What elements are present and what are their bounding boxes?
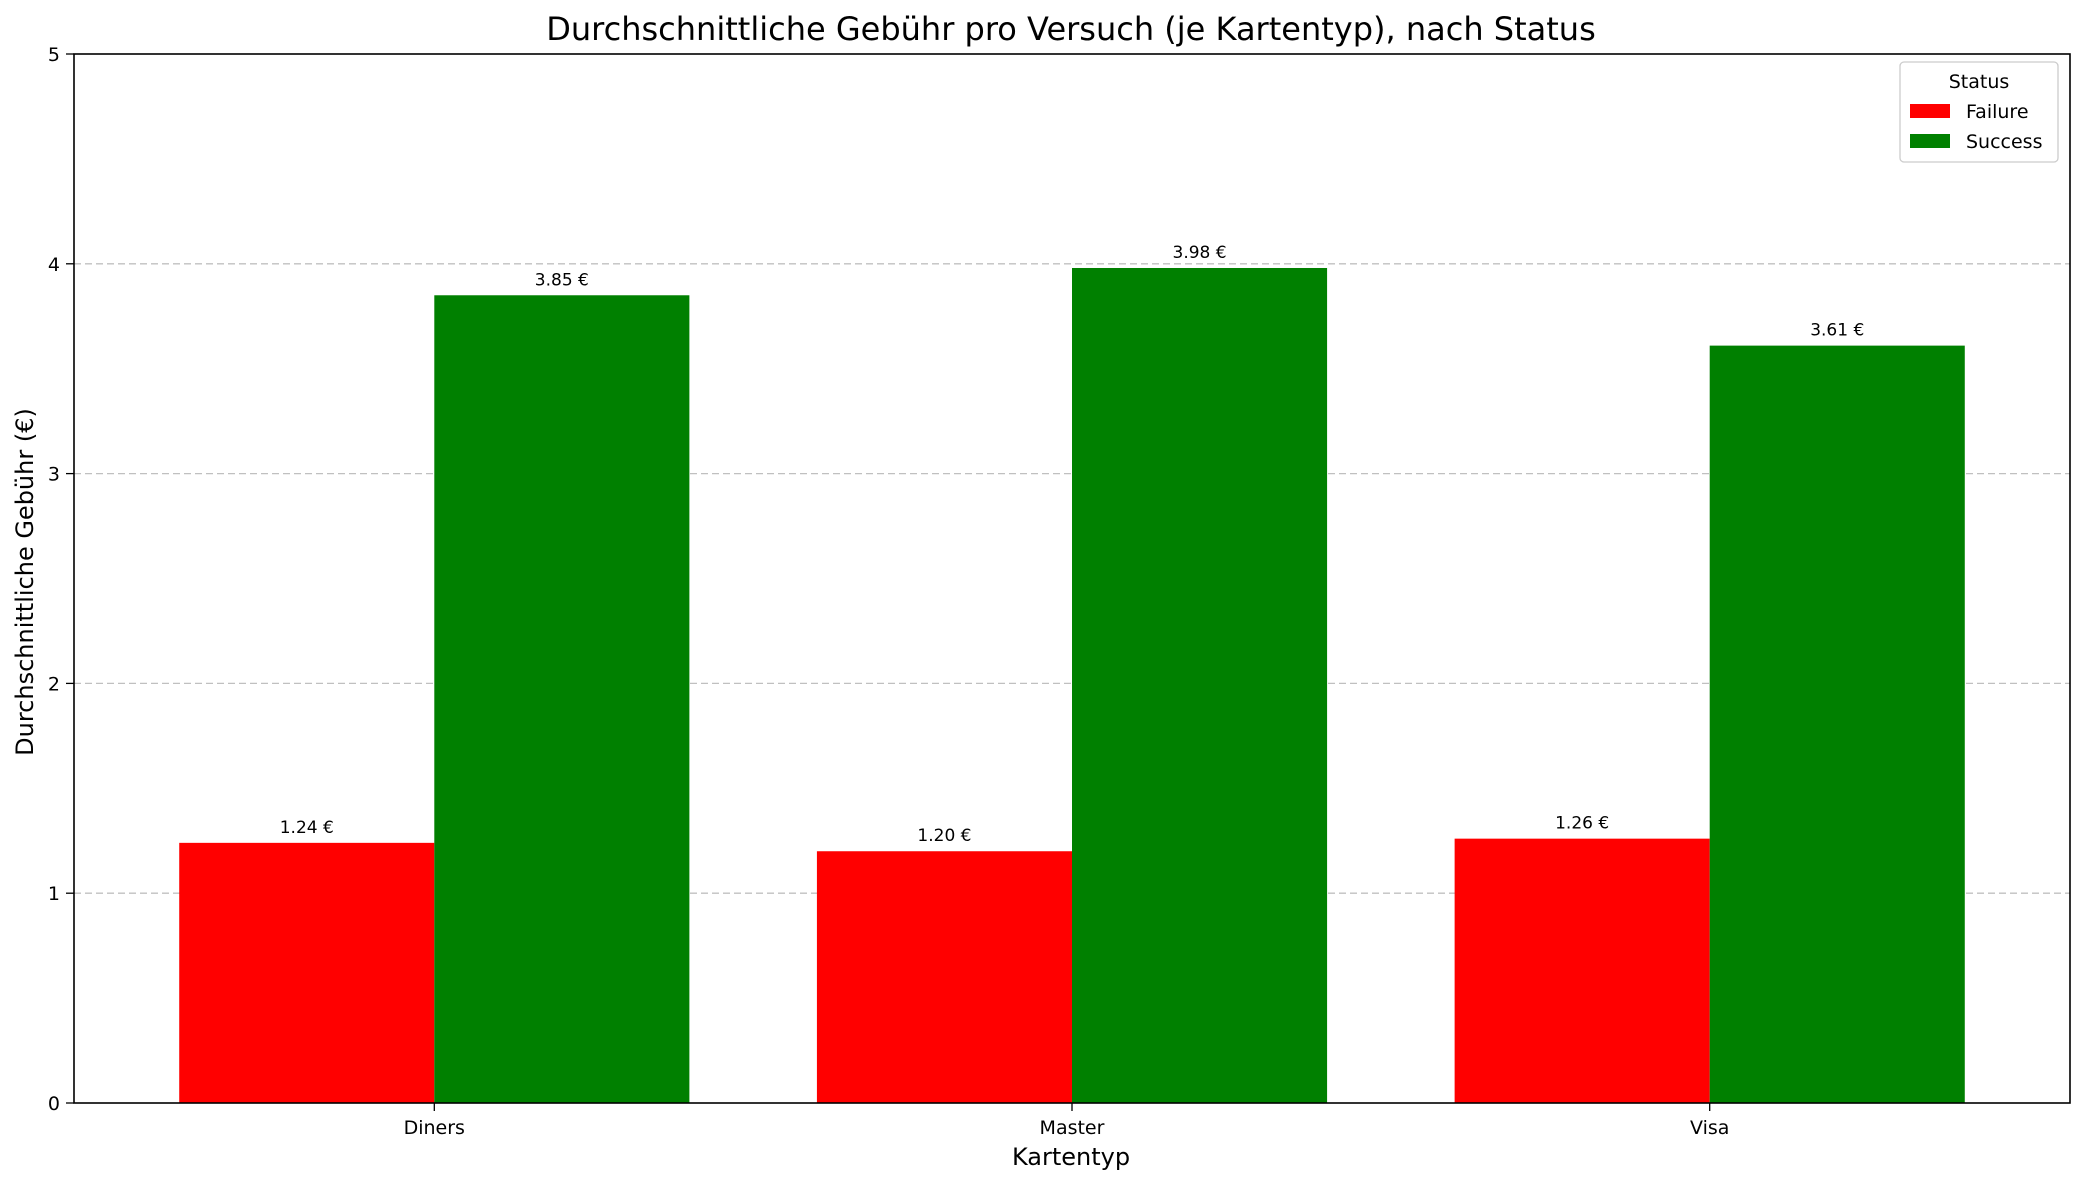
data-label: 1.26 € — [1555, 814, 1609, 834]
y-tick-label: 5 — [48, 44, 60, 66]
legend-swatch-failure — [1910, 104, 1950, 118]
y-tick-label: 1 — [48, 883, 60, 905]
x-axis: Diners Master Visa — [404, 1103, 1729, 1139]
data-label: 3.61 € — [1810, 321, 1864, 341]
data-labels: 1.24 € 3.85 € 1.20 € 3.98 € 1.26 € 3.61 € — [280, 243, 1865, 846]
bar-success-diners — [434, 295, 690, 1103]
data-label: 1.20 € — [917, 826, 971, 846]
legend-swatch-success — [1910, 134, 1950, 148]
chart-title: Durchschnittliche Gebühr pro Versuch (je… — [546, 10, 1596, 48]
bar-failure-master — [816, 851, 1072, 1103]
bar-success-visa — [1709, 345, 1965, 1103]
y-tick-label: 4 — [48, 254, 60, 276]
y-tick-label: 2 — [48, 673, 60, 695]
x-axis-title: Kartentyp — [1012, 1143, 1130, 1171]
data-label: 3.98 € — [1173, 243, 1227, 263]
y-tick-label: 3 — [48, 464, 60, 486]
legend: Status Failure Success — [1899, 61, 2059, 163]
legend-label-success: Success — [1966, 131, 2042, 153]
x-tick-label: Visa — [1690, 1117, 1729, 1139]
data-label: 1.24 € — [280, 818, 334, 838]
bar-failure-diners — [179, 842, 435, 1103]
y-axis-title: Durchschnittliche Gebühr (€) — [11, 408, 39, 756]
legend-label-failure: Failure — [1966, 101, 2029, 123]
x-tick-label: Diners — [404, 1117, 465, 1139]
data-label: 3.85 € — [535, 270, 589, 290]
y-tick-label: 0 — [48, 1093, 60, 1115]
bar-success-master — [1072, 267, 1328, 1104]
x-tick-label: Master — [1040, 1117, 1105, 1139]
bars — [179, 267, 1965, 1104]
bar-failure-visa — [1454, 838, 1710, 1103]
y-axis: 0 1 2 3 4 5 — [48, 44, 74, 1115]
legend-title: Status — [1949, 71, 2010, 93]
